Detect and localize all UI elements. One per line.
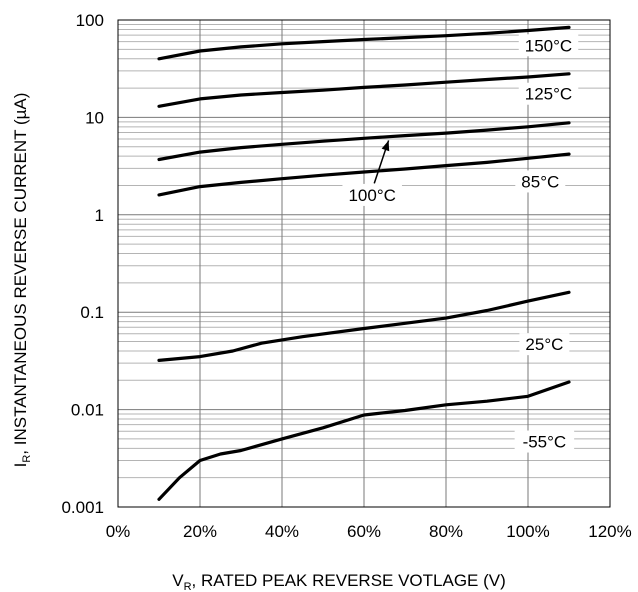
x-tick-label: 0%: [106, 522, 131, 541]
x-tick-label: 60%: [347, 522, 381, 541]
curve-label: -55°C: [523, 433, 567, 452]
x-axis-title-rest: , RATED PEAK REVERSE VOTLAGE (V): [192, 571, 506, 590]
series-line: [157, 121, 571, 162]
x-tick-label: 40%: [265, 522, 299, 541]
x-tick-labels: 0% 20% 40% 60% 80% 100% 120%: [106, 522, 632, 541]
series-line: [157, 25, 571, 61]
series-line: [157, 380, 571, 501]
y-axis-title-rest: , INSTANTANEOUS REVERSE CURRENT (µA): [11, 93, 30, 455]
y-tick-label: 0.1: [80, 303, 104, 322]
x-axis-title-main: V: [172, 571, 184, 590]
y-tick-label: 0.001: [61, 498, 104, 517]
series-line: [157, 290, 571, 362]
y-axis-title: IR, INSTANTANEOUS REVERSE CURRENT (µA): [11, 93, 33, 468]
y-tick-labels: 0.001 0.01 0.1 1 10 100: [61, 11, 104, 517]
curve-label-background: [515, 170, 566, 193]
curve-label: 125°C: [525, 85, 572, 104]
x-tick-label: 20%: [183, 522, 217, 541]
series-curves: [157, 25, 571, 501]
y-tick-label: 0.01: [71, 401, 104, 420]
curve-label-background: [518, 34, 579, 57]
curve-label-background: [342, 183, 402, 206]
curve-label: 25°C: [525, 335, 563, 354]
curve-label-background: [518, 82, 579, 105]
annotation-arrow-head: [381, 140, 390, 152]
x-axis-title: VR, RATED PEAK REVERSE VOTLAGE (V): [172, 571, 506, 592]
y-tick-label: 100: [76, 11, 104, 30]
curve-label: 85°C: [521, 172, 559, 191]
x-tick-label: 120%: [588, 522, 631, 541]
y-axis-title-subscript: R: [21, 455, 33, 463]
curve-label-background: [514, 430, 575, 453]
series-line: [157, 72, 571, 108]
x-tick-label: 100%: [506, 522, 549, 541]
y-tick-label: 1: [95, 206, 104, 225]
annotation-arrow: [373, 140, 390, 184]
curve-label: 100°C: [348, 186, 395, 205]
curve-labels: 150°C 125°C 100°C 85°C 25°C -55°C: [348, 36, 572, 451]
curve-label-backgrounds: [342, 34, 579, 453]
curve-label-background: [519, 333, 570, 356]
x-tick-label: 80%: [429, 522, 463, 541]
y-axis-title-main: I: [11, 463, 30, 468]
x-axis-title-subscript: R: [184, 581, 192, 592]
curve-label: 150°C: [525, 36, 572, 55]
plot-frame: [117, 19, 611, 508]
series-line: [157, 152, 571, 197]
y-tick-label: 10: [85, 108, 104, 127]
